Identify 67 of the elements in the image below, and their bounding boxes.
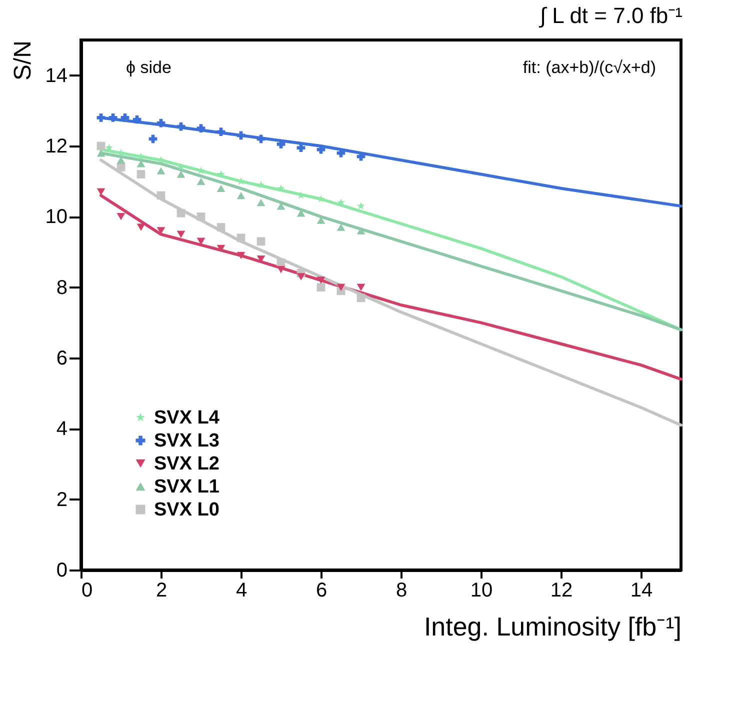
point	[236, 192, 246, 200]
x-tick-label: 14	[630, 580, 653, 602]
x-axis-title: Integ. Luminosity [fb⁻¹]	[424, 612, 682, 642]
point	[276, 266, 286, 274]
x-tick-label: 0	[82, 580, 93, 602]
line-series	[100, 158, 682, 427]
y-tick-label: 12	[45, 136, 68, 158]
y-tick-label: 14	[45, 64, 68, 87]
point	[136, 170, 146, 178]
y-tick-label: 0	[56, 560, 68, 582]
x-tick-label: 8	[396, 580, 408, 602]
point	[216, 244, 226, 252]
point	[216, 223, 226, 232]
chart-title: ∫ L dt = 7.0 fb⁻¹	[538, 3, 682, 28]
point	[217, 170, 225, 178]
x-tick-label: 12	[550, 580, 573, 602]
point	[357, 202, 365, 210]
point	[236, 131, 246, 140]
point	[316, 283, 326, 292]
point	[96, 142, 106, 150]
point	[277, 184, 285, 192]
point	[156, 191, 166, 200]
point	[96, 149, 106, 157]
point	[108, 114, 118, 122]
legend-label: SVX L4	[154, 408, 220, 428]
annotation: ϕ side	[126, 58, 172, 77]
legend-label: SVX L3	[154, 430, 220, 452]
y-tick-label: 10	[45, 206, 68, 228]
y-tick-label: 8	[56, 276, 68, 299]
point	[120, 114, 130, 122]
point	[96, 114, 106, 122]
point	[236, 252, 246, 260]
y-tick-label: 4	[56, 418, 68, 440]
point	[156, 167, 166, 174]
point	[296, 144, 306, 152]
legend-label: SVX L0	[154, 500, 220, 520]
point	[196, 124, 206, 133]
x-tick-label: 4	[236, 580, 248, 602]
y-tick-label: 2	[56, 488, 68, 511]
x-tick-label: 6	[316, 580, 328, 602]
point	[176, 230, 186, 238]
point	[196, 212, 206, 221]
point	[336, 224, 346, 231]
x-tick-label: 10	[470, 580, 493, 602]
point	[216, 128, 226, 136]
point	[116, 213, 126, 220]
point	[336, 284, 346, 291]
point	[356, 284, 366, 291]
y-tick-label: 6	[56, 348, 68, 370]
point	[136, 224, 146, 231]
point	[216, 184, 226, 192]
point	[257, 180, 265, 188]
point	[256, 198, 266, 206]
legend-label: SVX L2	[154, 454, 220, 474]
legend-label: SVX L1	[154, 476, 220, 498]
annotation: fit: (ax+b)/(c√x+d)	[522, 58, 656, 77]
point	[356, 294, 366, 302]
point	[236, 234, 246, 242]
x-tick-label: 2	[156, 580, 168, 602]
point	[296, 273, 306, 280]
point	[196, 178, 206, 185]
point	[316, 276, 326, 284]
point	[176, 208, 186, 218]
point	[256, 237, 266, 246]
y-axis-title: S/N	[9, 40, 36, 81]
point	[176, 170, 186, 178]
point	[356, 227, 366, 234]
